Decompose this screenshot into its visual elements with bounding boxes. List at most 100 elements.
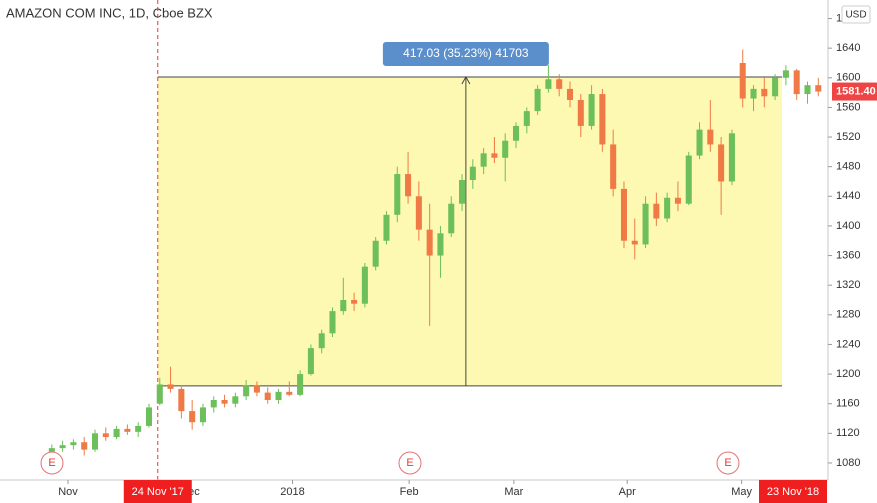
y-tick-label: 1560	[836, 101, 860, 113]
candle-body	[307, 348, 314, 375]
candle-body	[113, 428, 120, 438]
measure-label-bg	[382, 42, 549, 66]
candle-body	[124, 428, 131, 432]
candle-body	[297, 374, 304, 395]
candle-body	[793, 70, 800, 95]
candle-body	[750, 88, 757, 99]
date-marker-bg	[759, 480, 827, 503]
candle-body	[707, 129, 714, 145]
candle-body	[674, 197, 681, 204]
candle-body	[426, 229, 433, 256]
candle-body	[232, 396, 239, 404]
date-marker-bg	[123, 480, 192, 503]
last-price-bg	[832, 82, 877, 101]
candle-body	[534, 88, 541, 112]
candle-body	[243, 385, 250, 397]
y-tick-label: 1240	[836, 338, 860, 350]
candle-body	[372, 240, 379, 267]
candle-body	[566, 88, 574, 100]
candle-body	[556, 79, 563, 89]
x-tick-label: Nov	[58, 486, 78, 498]
candle-body	[772, 77, 779, 97]
candle-body	[739, 62, 746, 99]
y-tick-label: 1600	[836, 72, 860, 84]
candle-body	[210, 400, 217, 408]
candle-body	[59, 445, 66, 449]
candle-body	[664, 197, 671, 219]
candle-body	[728, 133, 735, 182]
candle-body	[91, 433, 99, 450]
candle-body	[804, 85, 811, 95]
y-tick-label: 1080	[836, 457, 860, 469]
x-tick-label: 2018	[280, 486, 304, 498]
candle-body	[383, 214, 390, 241]
candle-body	[48, 448, 55, 452]
candle-body	[318, 333, 325, 349]
candle-body	[653, 203, 660, 219]
candle-body	[545, 79, 552, 89]
candle-body	[221, 400, 228, 404]
candle-body	[145, 407, 152, 426]
y-tick-label: 1280	[836, 309, 860, 321]
currency-label: USD	[845, 10, 866, 21]
event-circle	[40, 451, 64, 475]
candle-body	[502, 140, 509, 158]
y-tick-label: 1360	[836, 249, 860, 261]
event-circle	[398, 451, 422, 475]
event-circle	[716, 451, 740, 475]
y-tick-label: 1480	[836, 161, 860, 173]
x-tick-label: May	[731, 486, 752, 498]
candle-body	[167, 384, 174, 389]
event-label: E	[406, 457, 413, 469]
candle-body	[469, 166, 476, 180]
date-marker-label: 24 Nov '17	[132, 486, 184, 498]
candle-body	[620, 188, 627, 241]
candle-body	[275, 391, 282, 400]
candle-body	[523, 111, 530, 126]
candle-body	[156, 384, 163, 404]
candle-body	[70, 442, 77, 446]
candle-body	[81, 442, 88, 450]
candle-body	[782, 70, 789, 78]
event-label: E	[724, 457, 731, 469]
x-tick-label: Feb	[400, 486, 419, 498]
candle-body	[696, 129, 703, 156]
candle-body	[189, 411, 196, 423]
event-label: E	[48, 457, 55, 469]
candle-body	[577, 100, 584, 126]
candle-body	[351, 300, 358, 304]
y-tick-label: 1440	[836, 190, 860, 202]
candle-body	[102, 433, 109, 438]
candle-body	[685, 155, 692, 204]
candle-body	[459, 180, 466, 204]
candle-body	[610, 144, 617, 189]
y-tick-label: 1160	[836, 398, 860, 410]
x-tick-label: Apr	[619, 486, 636, 498]
y-tick-label: 1400	[836, 220, 860, 232]
measure-box	[157, 77, 783, 386]
x-tick-label: Mar	[504, 486, 523, 498]
candle-body	[448, 203, 455, 234]
candle-body	[815, 85, 822, 92]
candle-body	[361, 266, 368, 304]
candle-body	[178, 388, 185, 412]
chart-title: AMAZON COM INC, 1D, Cboe BZX	[6, 5, 213, 20]
measure-label: 417.03 (35.23%) 41703	[403, 46, 529, 60]
candle-body	[588, 94, 595, 126]
candle-body	[394, 174, 401, 215]
last-price-label: 1581.40	[836, 85, 876, 97]
y-tick-label: 1320	[836, 279, 860, 291]
date-marker-label: 23 Nov '18	[767, 486, 819, 498]
candle-body	[415, 196, 422, 230]
candle-body	[253, 385, 260, 393]
candle-body	[718, 144, 725, 182]
candle-body	[329, 311, 336, 334]
candle-body	[286, 391, 293, 395]
candle-body	[631, 240, 638, 245]
candle-body	[512, 125, 520, 141]
arrow-head	[461, 76, 471, 85]
currency-box	[841, 5, 871, 24]
candle-body	[437, 233, 444, 256]
y-tick-label: 1640	[836, 42, 860, 54]
